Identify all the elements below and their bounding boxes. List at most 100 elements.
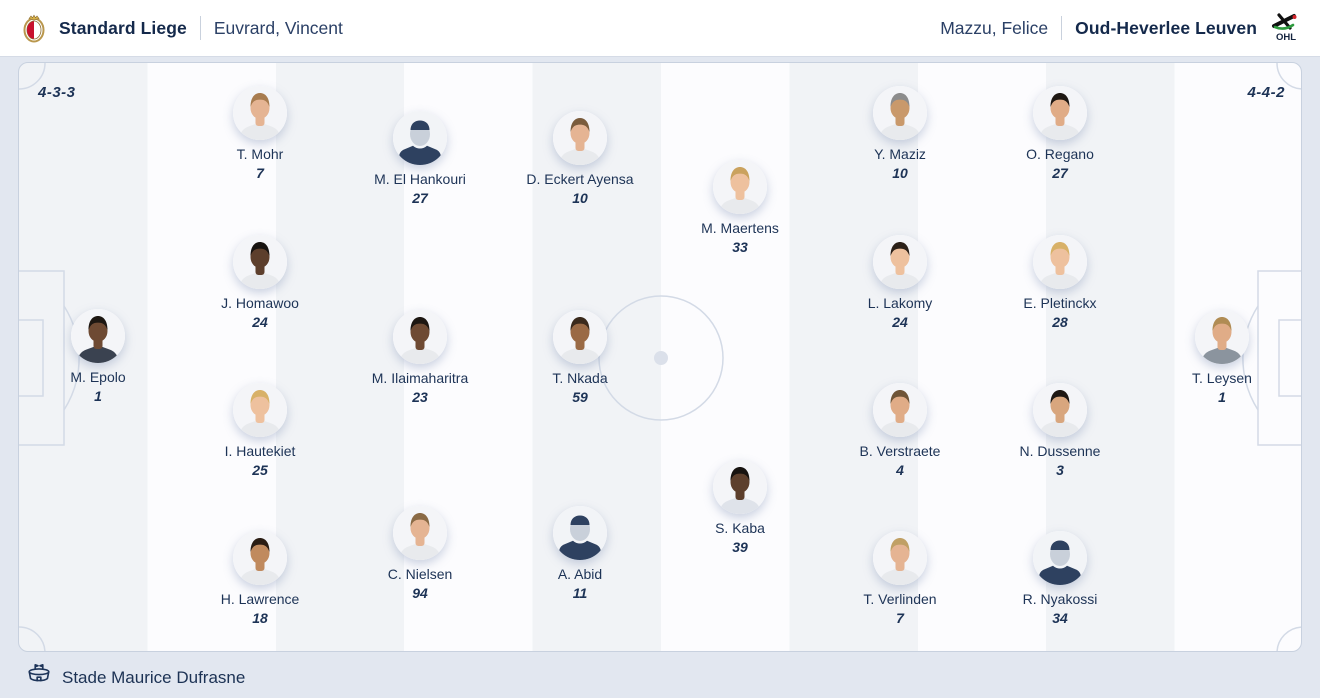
player-avatar bbox=[233, 531, 287, 585]
player-avatar bbox=[393, 506, 447, 560]
player-number: 18 bbox=[252, 610, 268, 626]
player-name: C. Nielsen bbox=[387, 566, 453, 582]
player-node[interactable]: T. Mohr 7 bbox=[190, 86, 330, 181]
player-node[interactable]: J. Homawoo 24 bbox=[190, 235, 330, 330]
player-name: D. Eckert Ayensa bbox=[526, 171, 634, 187]
home-team-header[interactable]: Standard Liege Euvrard, Vincent bbox=[22, 13, 343, 43]
header-divider bbox=[199, 16, 201, 40]
player-number: 24 bbox=[252, 314, 268, 330]
player-avatar bbox=[1033, 235, 1087, 289]
venue-name: Stade Maurice Dufrasne bbox=[62, 667, 246, 687]
away-team-name: Oud-Heverlee Leuven bbox=[1075, 17, 1257, 38]
player-name: I. Hautekiet bbox=[224, 443, 296, 459]
player-name: O. Regano bbox=[1026, 146, 1094, 162]
player-node[interactable]: N. Dussenne 3 bbox=[990, 383, 1130, 478]
player-number: 24 bbox=[892, 314, 908, 330]
home-coach-name: Euvrard, Vincent bbox=[213, 17, 343, 38]
player-name: A. Abid bbox=[557, 566, 603, 582]
player-node[interactable]: I. Hautekiet 25 bbox=[190, 383, 330, 478]
player-number: 10 bbox=[892, 165, 908, 181]
player-avatar bbox=[873, 235, 927, 289]
pitch-markings-icon bbox=[19, 63, 1301, 651]
player-node[interactable]: H. Lawrence 18 bbox=[190, 531, 330, 626]
player-avatar bbox=[1033, 531, 1087, 585]
player-node[interactable]: S. Kaba 39 bbox=[670, 460, 810, 555]
player-number: 94 bbox=[412, 585, 428, 601]
player-avatar bbox=[873, 383, 927, 437]
player-number: 27 bbox=[412, 190, 428, 206]
away-coach-name: Mazzu, Felice bbox=[940, 17, 1049, 38]
player-name: H. Lawrence bbox=[220, 591, 300, 607]
away-formation-label: 4-4-2 bbox=[1247, 84, 1285, 101]
venue-bar: Stade Maurice Dufrasne bbox=[0, 657, 1320, 698]
player-name: N. Dussenne bbox=[1019, 443, 1101, 459]
player-avatar bbox=[713, 460, 767, 514]
player-number: 11 bbox=[572, 585, 588, 601]
player-name: T. Mohr bbox=[236, 146, 284, 162]
player-node[interactable]: T. Leysen 1 bbox=[1152, 310, 1292, 405]
standard-liege-crest-icon bbox=[22, 13, 46, 43]
player-node[interactable]: B. Verstraete 4 bbox=[830, 383, 970, 478]
player-node[interactable]: R. Nyakossi 34 bbox=[990, 531, 1130, 626]
player-avatar bbox=[233, 383, 287, 437]
away-team-header[interactable]: Mazzu, Felice Oud-Heverlee Leuven OHL bbox=[940, 12, 1300, 44]
player-node[interactable]: E. Pletinckx 28 bbox=[990, 235, 1130, 330]
player-avatar bbox=[873, 531, 927, 585]
player-avatar bbox=[71, 309, 125, 363]
player-name: T. Leysen bbox=[1192, 370, 1252, 386]
player-avatar bbox=[713, 160, 767, 214]
player-node[interactable]: T. Nkada 59 bbox=[510, 310, 650, 405]
pitch bbox=[18, 62, 1302, 652]
player-number: 4 bbox=[896, 462, 904, 478]
player-number: 27 bbox=[1052, 165, 1068, 181]
player-number: 59 bbox=[572, 389, 588, 405]
player-avatar bbox=[553, 111, 607, 165]
player-node[interactable]: C. Nielsen 94 bbox=[350, 506, 490, 601]
player-avatar bbox=[233, 86, 287, 140]
player-number: 23 bbox=[412, 389, 428, 405]
player-number: 1 bbox=[94, 388, 102, 404]
stadium-icon bbox=[26, 662, 52, 693]
player-number: 25 bbox=[252, 462, 268, 478]
player-number: 1 bbox=[1218, 389, 1226, 405]
player-node[interactable]: L. Lakomy 24 bbox=[830, 235, 970, 330]
player-name: R. Nyakossi bbox=[1022, 591, 1098, 607]
home-team-name: Standard Liege bbox=[59, 17, 187, 38]
player-name: Y. Maziz bbox=[874, 146, 926, 162]
player-number: 33 bbox=[732, 239, 748, 255]
lineup-stage: 4-3-3 4-4-2 M. Epolo 1 T. Mohr 7 J. Homawo… bbox=[0, 57, 1320, 657]
player-node[interactable]: M. Maertens 33 bbox=[670, 160, 810, 255]
player-node[interactable]: M. El Hankouri 27 bbox=[350, 111, 490, 206]
player-name: T. Nkada bbox=[552, 370, 608, 386]
player-node[interactable]: D. Eckert Ayensa 10 bbox=[510, 111, 650, 206]
player-avatar bbox=[393, 310, 447, 364]
player-name: M. Ilaimaharitra bbox=[371, 370, 469, 386]
player-name: M. Epolo bbox=[70, 369, 126, 385]
player-avatar bbox=[393, 111, 447, 165]
header-divider bbox=[1061, 16, 1063, 40]
ohl-logo-icon: OHL bbox=[1270, 12, 1300, 44]
player-avatar bbox=[1033, 383, 1087, 437]
player-name: B. Verstraete bbox=[859, 443, 941, 459]
player-number: 10 bbox=[572, 190, 588, 206]
player-name: E. Pletinckx bbox=[1023, 295, 1097, 311]
player-name: M. El Hankouri bbox=[374, 171, 466, 187]
player-node[interactable]: Y. Maziz 10 bbox=[830, 86, 970, 181]
player-node[interactable]: A. Abid 11 bbox=[510, 506, 650, 601]
player-name: M. Maertens bbox=[701, 220, 779, 236]
player-node[interactable]: M. Ilaimaharitra 23 bbox=[350, 310, 490, 405]
player-avatar bbox=[553, 506, 607, 560]
player-avatar bbox=[233, 235, 287, 289]
player-number: 3 bbox=[1056, 462, 1064, 478]
home-formation-label: 4-3-3 bbox=[38, 84, 76, 101]
player-avatar bbox=[1195, 310, 1249, 364]
player-node[interactable]: T. Verlinden 7 bbox=[830, 531, 970, 626]
player-avatar bbox=[553, 310, 607, 364]
player-name: J. Homawoo bbox=[221, 295, 299, 311]
player-node[interactable]: O. Regano 27 bbox=[990, 86, 1130, 181]
player-avatar bbox=[1033, 86, 1087, 140]
player-number: 28 bbox=[1052, 314, 1068, 330]
player-node[interactable]: M. Epolo 1 bbox=[28, 309, 168, 404]
match-header: Standard Liege Euvrard, Vincent Mazzu, F… bbox=[0, 0, 1320, 57]
player-number: 7 bbox=[256, 165, 264, 181]
